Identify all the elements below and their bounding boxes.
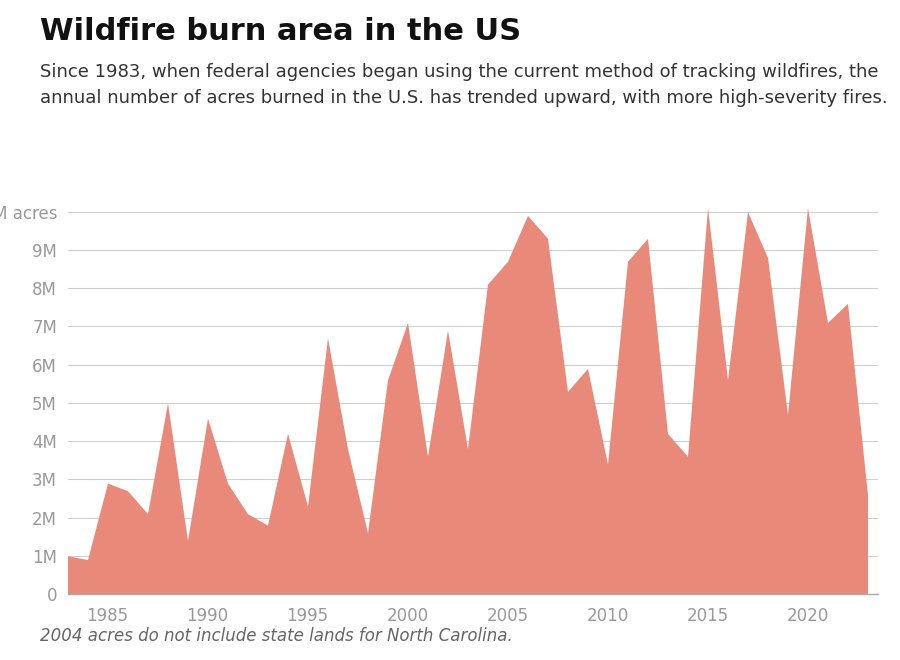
Text: Since 1983, when federal agencies began using the current method of tracking wil: Since 1983, when federal agencies began … [40, 63, 888, 107]
Text: 2004 acres do not include state lands for North Carolina.: 2004 acres do not include state lands fo… [40, 628, 513, 645]
Text: Wildfire burn area in the US: Wildfire burn area in the US [40, 16, 522, 46]
